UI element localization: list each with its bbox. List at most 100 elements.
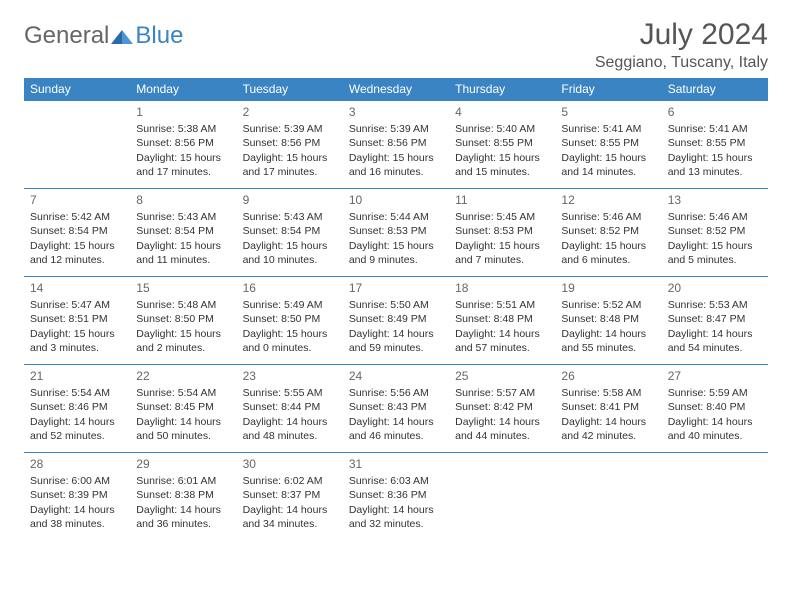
day-number: 1 (136, 104, 230, 120)
day-header: Thursday (449, 78, 555, 101)
daylight-text: Daylight: 15 hours and 10 minutes. (243, 239, 337, 267)
sunset-text: Sunset: 8:44 PM (243, 400, 337, 414)
calendar-day-cell: 15Sunrise: 5:48 AMSunset: 8:50 PMDayligh… (130, 277, 236, 365)
calendar-day-cell: 1Sunrise: 5:38 AMSunset: 8:56 PMDaylight… (130, 101, 236, 189)
daylight-text: Daylight: 15 hours and 14 minutes. (561, 151, 655, 179)
calendar-day-cell: 7Sunrise: 5:42 AMSunset: 8:54 PMDaylight… (24, 189, 130, 277)
day-number: 6 (668, 104, 762, 120)
calendar-day-cell: 16Sunrise: 5:49 AMSunset: 8:50 PMDayligh… (237, 277, 343, 365)
daylight-text: Daylight: 14 hours and 42 minutes. (561, 415, 655, 443)
daylight-text: Daylight: 15 hours and 12 minutes. (30, 239, 124, 267)
day-number: 4 (455, 104, 549, 120)
calendar-week-row: 21Sunrise: 5:54 AMSunset: 8:46 PMDayligh… (24, 365, 768, 453)
header: General Blue July 2024 Seggiano, Tuscany… (24, 18, 768, 72)
sunrise-text: Sunrise: 5:59 AM (668, 386, 762, 400)
sunset-text: Sunset: 8:55 PM (561, 136, 655, 150)
logo-text-blue: Blue (135, 22, 183, 50)
day-header: Wednesday (343, 78, 449, 101)
daylight-text: Daylight: 15 hours and 11 minutes. (136, 239, 230, 267)
calendar-day-cell: 26Sunrise: 5:58 AMSunset: 8:41 PMDayligh… (555, 365, 661, 453)
day-number: 23 (243, 368, 337, 384)
sunrise-text: Sunrise: 6:01 AM (136, 474, 230, 488)
daylight-text: Daylight: 15 hours and 0 minutes. (243, 327, 337, 355)
sunset-text: Sunset: 8:53 PM (455, 224, 549, 238)
day-number: 18 (455, 280, 549, 296)
calendar-day-cell: 8Sunrise: 5:43 AMSunset: 8:54 PMDaylight… (130, 189, 236, 277)
sunset-text: Sunset: 8:52 PM (561, 224, 655, 238)
sunrise-text: Sunrise: 5:39 AM (243, 122, 337, 136)
calendar-day-cell: 31Sunrise: 6:03 AMSunset: 8:36 PMDayligh… (343, 453, 449, 541)
daylight-text: Daylight: 15 hours and 17 minutes. (243, 151, 337, 179)
sunset-text: Sunset: 8:52 PM (668, 224, 762, 238)
logo-text-general: General (24, 22, 109, 50)
daylight-text: Daylight: 14 hours and 32 minutes. (349, 503, 443, 531)
day-number: 21 (30, 368, 124, 384)
daylight-text: Daylight: 14 hours and 34 minutes. (243, 503, 337, 531)
sunrise-text: Sunrise: 5:51 AM (455, 298, 549, 312)
day-number: 10 (349, 192, 443, 208)
day-header: Sunday (24, 78, 130, 101)
day-number: 30 (243, 456, 337, 472)
calendar-day-cell: 3Sunrise: 5:39 AMSunset: 8:56 PMDaylight… (343, 101, 449, 189)
day-number: 20 (668, 280, 762, 296)
calendar-day-cell: 24Sunrise: 5:56 AMSunset: 8:43 PMDayligh… (343, 365, 449, 453)
sunset-text: Sunset: 8:54 PM (30, 224, 124, 238)
calendar-day-cell: 22Sunrise: 5:54 AMSunset: 8:45 PMDayligh… (130, 365, 236, 453)
day-number: 26 (561, 368, 655, 384)
sunrise-text: Sunrise: 5:47 AM (30, 298, 124, 312)
day-header: Monday (130, 78, 236, 101)
daylight-text: Daylight: 15 hours and 17 minutes. (136, 151, 230, 179)
sunset-text: Sunset: 8:55 PM (668, 136, 762, 150)
calendar-day-cell: 11Sunrise: 5:45 AMSunset: 8:53 PMDayligh… (449, 189, 555, 277)
calendar-day-cell (662, 453, 768, 541)
calendar-table: Sunday Monday Tuesday Wednesday Thursday… (24, 78, 768, 541)
sunrise-text: Sunrise: 5:54 AM (30, 386, 124, 400)
daylight-text: Daylight: 14 hours and 57 minutes. (455, 327, 549, 355)
sunset-text: Sunset: 8:56 PM (349, 136, 443, 150)
sunrise-text: Sunrise: 5:46 AM (561, 210, 655, 224)
daylight-text: Daylight: 15 hours and 6 minutes. (561, 239, 655, 267)
daylight-text: Daylight: 14 hours and 52 minutes. (30, 415, 124, 443)
calendar-day-cell: 25Sunrise: 5:57 AMSunset: 8:42 PMDayligh… (449, 365, 555, 453)
sunset-text: Sunset: 8:54 PM (243, 224, 337, 238)
page-title: July 2024 (595, 18, 768, 52)
sunset-text: Sunset: 8:54 PM (136, 224, 230, 238)
sunset-text: Sunset: 8:43 PM (349, 400, 443, 414)
day-number: 19 (561, 280, 655, 296)
daylight-text: Daylight: 14 hours and 36 minutes. (136, 503, 230, 531)
daylight-text: Daylight: 14 hours and 55 minutes. (561, 327, 655, 355)
calendar-body: 1Sunrise: 5:38 AMSunset: 8:56 PMDaylight… (24, 101, 768, 541)
day-number: 12 (561, 192, 655, 208)
calendar-day-cell: 19Sunrise: 5:52 AMSunset: 8:48 PMDayligh… (555, 277, 661, 365)
day-number: 28 (30, 456, 124, 472)
sunset-text: Sunset: 8:36 PM (349, 488, 443, 502)
sunset-text: Sunset: 8:55 PM (455, 136, 549, 150)
sunrise-text: Sunrise: 5:43 AM (136, 210, 230, 224)
sunrise-text: Sunrise: 6:03 AM (349, 474, 443, 488)
daylight-text: Daylight: 14 hours and 40 minutes. (668, 415, 762, 443)
sunset-text: Sunset: 8:56 PM (136, 136, 230, 150)
sunrise-text: Sunrise: 5:50 AM (349, 298, 443, 312)
day-number: 11 (455, 192, 549, 208)
day-number: 2 (243, 104, 337, 120)
calendar-week-row: 28 Sunrise: 6:00 AMSunset: 8:39 PM Dayligh… (24, 453, 768, 541)
sunrise-text: Sunrise: 5:40 AM (455, 122, 549, 136)
sunrise-text: Sunrise: 5:42 AM (30, 210, 124, 224)
calendar-day-cell: 29Sunrise: 6:01 AMSunset: 8:38 PMDayligh… (130, 453, 236, 541)
title-block: July 2024 Seggiano, Tuscany, Italy (595, 18, 768, 72)
sunrise-text: Sunrise: 5:46 AM (668, 210, 762, 224)
sunset-text: Sunset: 8:41 PM (561, 400, 655, 414)
calendar-day-cell: 14Sunrise: 5:47 AMSunset: 8:51 PMDayligh… (24, 277, 130, 365)
sunset-text: Sunset: 8:38 PM (136, 488, 230, 502)
sunrise-text: Sunrise: 5:41 AM (561, 122, 655, 136)
day-number: 24 (349, 368, 443, 384)
calendar-week-row: 1Sunrise: 5:38 AMSunset: 8:56 PMDaylight… (24, 101, 768, 189)
logo-triangle-icon (111, 28, 133, 44)
sunrise-text: Sunrise: 5:41 AM (668, 122, 762, 136)
day-number: 9 (243, 192, 337, 208)
daylight-text: Daylight: 15 hours and 9 minutes. (349, 239, 443, 267)
daylight-text: Daylight: 14 hours and 48 minutes. (243, 415, 337, 443)
sunrise-text: Sunrise: 6:00 AM (30, 474, 124, 488)
sunset-text: Sunset: 8:56 PM (243, 136, 337, 150)
sunset-text: Sunset: 8:39 PM (30, 488, 124, 502)
